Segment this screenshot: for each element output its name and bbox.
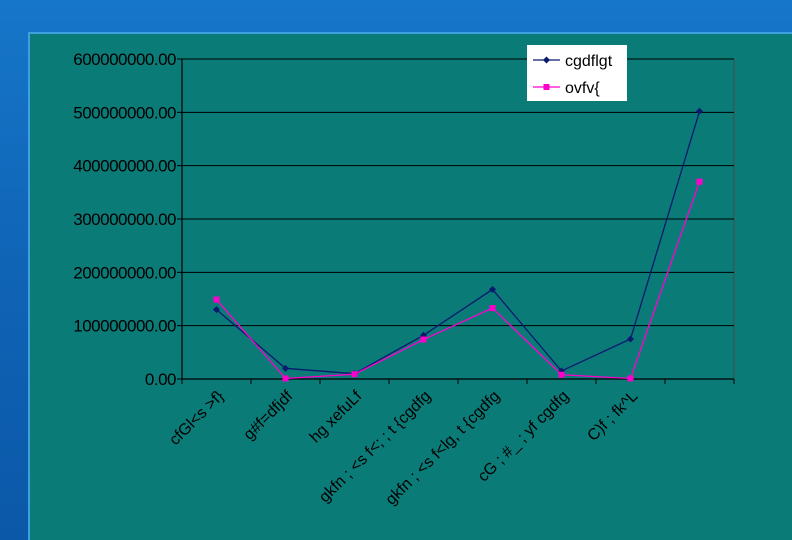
data-point-series-2 (351, 371, 358, 378)
y-tick-label: 100000000.00 (73, 317, 176, 336)
x-tick-label: hg xefuLf (307, 387, 366, 446)
y-tick-label: 200000000.00 (73, 263, 176, 282)
x-tick-label: gkfn ; <s f<lg, t {cgdfg (383, 388, 504, 509)
x-tick-label: cfGl<s >f} (166, 387, 228, 449)
series-line-1 (216, 111, 701, 375)
data-point-series-2 (489, 305, 496, 312)
legend-label-series-2: ovfv{ (565, 80, 600, 97)
data-point-series-1 (489, 285, 496, 293)
data-point-series-2 (282, 375, 289, 382)
chart-area: 0.00 100000000.00 200000000.00 300000000.00… (28, 32, 792, 540)
legend: cgdflgt ovfv{ (527, 45, 627, 101)
y-tick-label: 300000000.00 (73, 210, 176, 229)
legend-label-series-1: cgdflgt (565, 53, 613, 70)
y-tick-label: 500000000.00 (73, 103, 176, 122)
y-tick-label: 0.00 (145, 370, 176, 389)
legend-marker-series-1 (543, 56, 550, 64)
y-tick-label: 400000000.00 (73, 157, 176, 176)
series-lines (213, 107, 703, 382)
data-point-series-1 (282, 364, 289, 372)
data-point-series-2 (213, 296, 220, 303)
series-line-2 (216, 181, 701, 380)
y-tick-label: 600000000.00 (73, 50, 176, 69)
y-axis: 0.00 100000000.00 200000000.00 300000000.00… (73, 50, 183, 389)
data-point-series-2 (420, 336, 427, 343)
data-point-series-1 (627, 335, 634, 343)
data-point-series-2 (558, 371, 565, 378)
x-tick-label: g#f=dfjdf (241, 387, 297, 443)
data-point-series-2 (696, 178, 703, 185)
data-point-series-2 (627, 375, 634, 382)
x-tick-label: gkfn ; <s f<; ; t {cgdfg (316, 388, 434, 506)
data-point-series-1 (213, 306, 220, 314)
legend-box (527, 45, 627, 101)
data-point-series-1 (696, 107, 703, 115)
line-chart: 0.00 100000000.00 200000000.00 300000000.00… (73, 45, 735, 509)
gridlines (182, 58, 735, 379)
legend-marker-series-2 (543, 84, 550, 90)
x-tick-label: C)f ; fk^L (584, 388, 641, 445)
